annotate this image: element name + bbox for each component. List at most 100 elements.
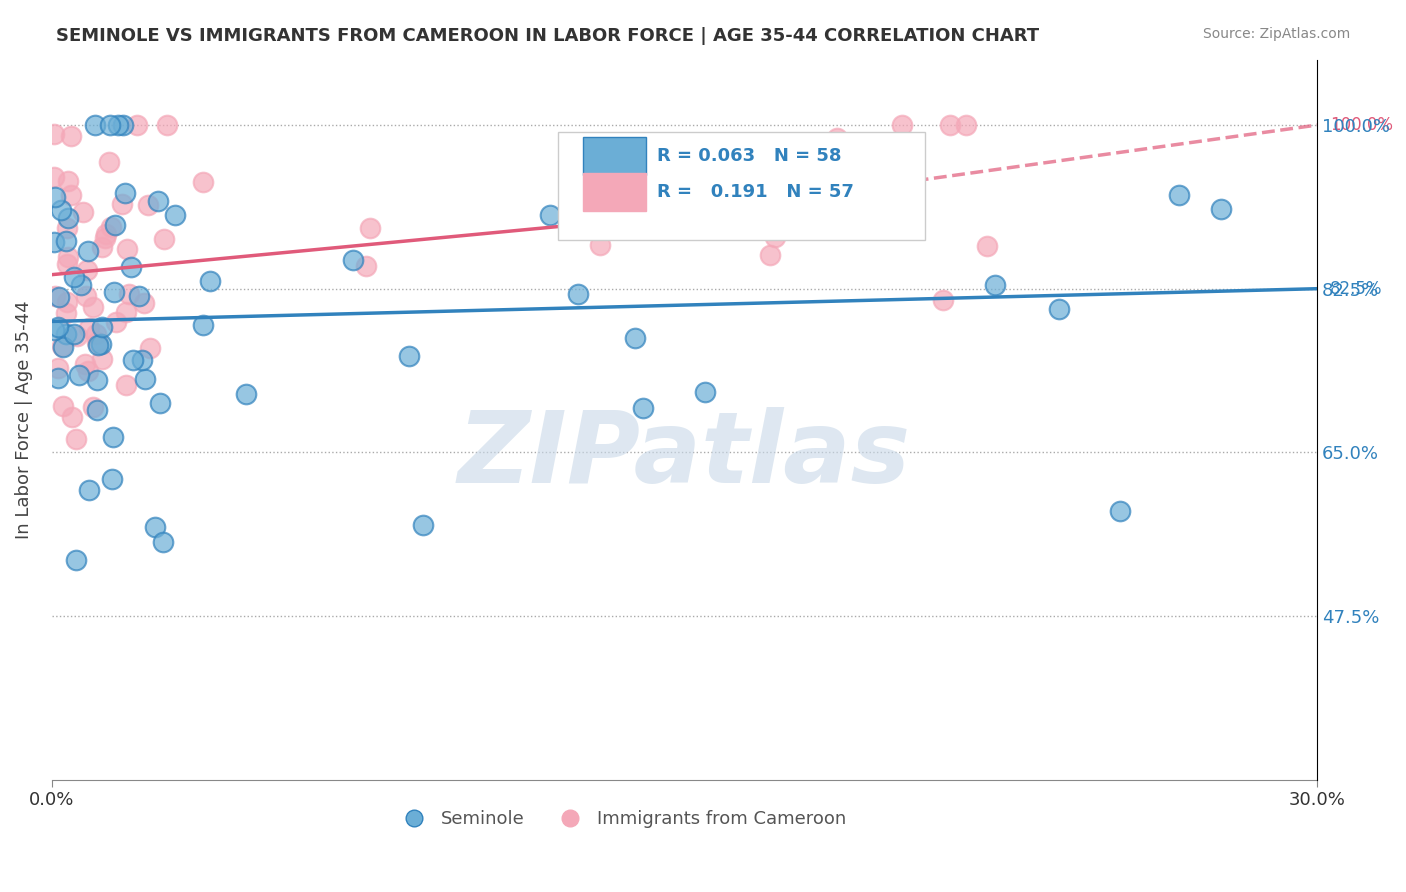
Point [55, 326, 77, 341]
Point [86, 402, 108, 417]
Point [538, 208, 561, 222]
Point [156, 118, 179, 132]
Text: R = 0.063   N = 58: R = 0.063 N = 58 [657, 147, 841, 165]
Point [76, 262, 98, 277]
Point [588, 238, 610, 252]
Point [76, 244, 98, 258]
Text: SEMINOLE VS IMMIGRANTS FROM CAMEROON IN LABOR FORCE | AGE 35-44 CORRELATION CHAR: SEMINOLE VS IMMIGRANTS FROM CAMEROON IN … [56, 27, 1039, 45]
Point [42, 128, 65, 142]
Point [117, 243, 139, 257]
Point [128, 289, 150, 303]
Point [932, 293, 955, 307]
Point [104, 218, 127, 232]
Point [149, 396, 172, 410]
Point [90, 337, 112, 351]
Point [139, 341, 162, 355]
Point [75, 288, 97, 302]
Point [98, 155, 121, 169]
Point [398, 349, 420, 363]
Point [759, 248, 782, 262]
Point [55, 306, 77, 320]
Point [104, 315, 127, 329]
Point [56, 174, 79, 188]
Point [84, 327, 107, 342]
Point [100, 472, 122, 486]
Point [91, 239, 114, 253]
Point [136, 197, 159, 211]
Point [191, 318, 214, 332]
Point [65, 553, 87, 567]
Point [56, 295, 79, 310]
Point [67, 368, 90, 382]
Y-axis label: In Labor Force | Age 35-44: In Labor Force | Age 35-44 [15, 301, 32, 539]
Point [567, 286, 589, 301]
Point [70, 278, 93, 293]
Point [56, 250, 79, 264]
Point [90, 320, 112, 334]
Point [52, 340, 75, 354]
Point [131, 352, 153, 367]
Point [42, 235, 65, 249]
Point [143, 520, 166, 534]
Point [118, 286, 141, 301]
Point [56, 211, 79, 225]
Point [191, 175, 214, 189]
Point [765, 230, 787, 244]
Point [107, 118, 129, 132]
Point [198, 274, 221, 288]
Point [111, 118, 134, 132]
Point [82, 401, 104, 415]
Point [115, 378, 138, 392]
Point [82, 300, 104, 314]
Point [84, 118, 107, 132]
Point [51, 203, 73, 218]
Point [101, 430, 124, 444]
Point [163, 208, 186, 222]
Point [939, 118, 962, 132]
Text: R =   0.191   N = 57: R = 0.191 N = 57 [657, 183, 853, 201]
Point [342, 253, 364, 268]
Point [111, 197, 134, 211]
Point [98, 118, 121, 132]
Point [77, 320, 100, 334]
Point [235, 387, 257, 401]
Point [114, 186, 136, 200]
Point [77, 363, 100, 377]
Point [100, 220, 122, 235]
Point [48, 290, 70, 304]
Point [63, 269, 86, 284]
Point [51, 339, 73, 353]
Point [44, 190, 66, 204]
Legend: Seminole, Immigrants from Cameroon: Seminole, Immigrants from Cameroon [388, 803, 853, 836]
Point [955, 118, 977, 132]
Point [134, 295, 156, 310]
Point [359, 220, 381, 235]
Text: Source: ZipAtlas.com: Source: ZipAtlas.com [1202, 27, 1350, 41]
Text: 82.5%: 82.5% [1330, 280, 1382, 298]
Point [90, 352, 112, 367]
Point [62, 327, 84, 342]
Point [354, 259, 377, 273]
Point [59, 188, 82, 202]
Point [46, 319, 69, 334]
Point [55, 257, 77, 271]
FancyBboxPatch shape [583, 173, 647, 211]
Point [94, 231, 117, 245]
Point [44, 289, 66, 303]
Point [152, 535, 174, 549]
FancyBboxPatch shape [583, 137, 647, 175]
Point [1167, 187, 1189, 202]
Point [983, 278, 1005, 293]
Point [1109, 504, 1132, 518]
FancyBboxPatch shape [558, 132, 925, 240]
Point [56, 221, 79, 235]
Point [153, 232, 176, 246]
Point [633, 401, 655, 416]
Point [976, 239, 998, 253]
Point [52, 399, 75, 413]
Point [624, 331, 647, 345]
Point [825, 131, 848, 145]
Point [42, 170, 65, 185]
Point [60, 410, 83, 425]
Point [65, 432, 87, 446]
